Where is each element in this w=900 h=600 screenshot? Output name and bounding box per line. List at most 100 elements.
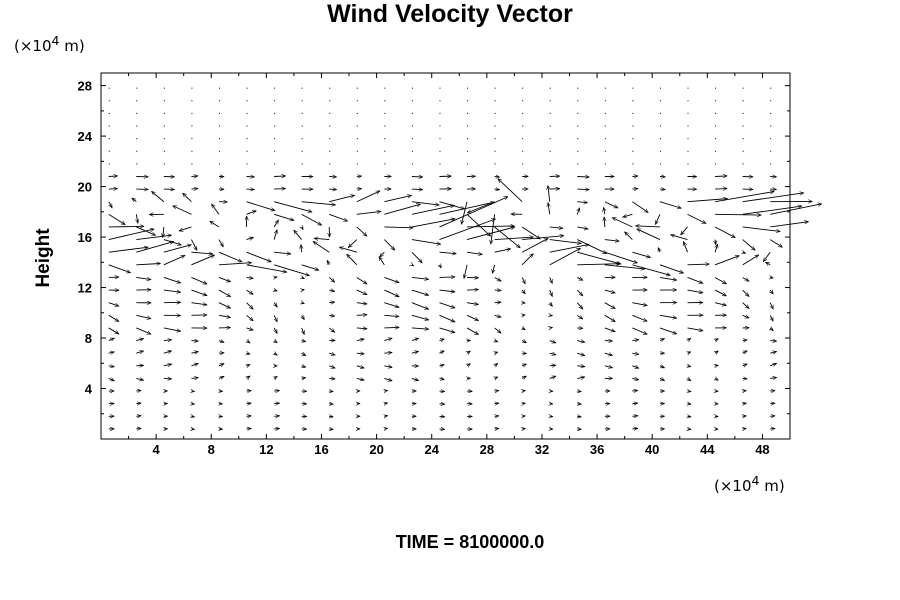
wind-vector [411, 314, 429, 320]
wind-vector [494, 302, 501, 303]
wind-vector [329, 353, 335, 355]
wind-vector [191, 189, 197, 190]
wind-vector [108, 176, 118, 177]
wind-vector [329, 429, 333, 430]
y-tick-label-5: 24 [78, 129, 93, 144]
wind-vector [467, 364, 470, 366]
wind-vector [136, 314, 151, 318]
wind-vector [136, 378, 143, 380]
wind-vector [637, 228, 661, 241]
wind-vector [163, 239, 181, 245]
wind-vector [742, 206, 802, 215]
wind-vector [577, 251, 621, 264]
x-tick-label-10: 44 [700, 442, 715, 457]
wind-vector [246, 314, 254, 320]
wind-vector [715, 365, 718, 366]
wind-vector [302, 366, 306, 367]
wind-vector [173, 205, 192, 215]
x-tick-label-7: 32 [535, 442, 549, 457]
x-tick-label-9: 40 [645, 442, 659, 457]
wind-vector [659, 264, 684, 273]
wind-vector [522, 290, 525, 294]
wind-vector [328, 327, 334, 332]
wind-vector [108, 213, 125, 225]
wind-vector [439, 378, 444, 379]
wind-vector [466, 303, 478, 305]
wind-vector [492, 264, 494, 273]
wind-vector [301, 245, 302, 253]
wind-vector [494, 277, 501, 282]
wind-vector [191, 252, 212, 254]
wind-vector [494, 176, 500, 177]
wind-vector [326, 260, 329, 266]
wind-vector [136, 214, 138, 223]
wind-vector [688, 366, 691, 367]
wind-vector [763, 251, 771, 261]
wind-vector [715, 244, 717, 253]
wind-vector [659, 338, 665, 341]
wind-vector [494, 327, 501, 333]
wind-vector [274, 302, 277, 307]
wind-vector [246, 277, 254, 278]
wind-vector [329, 195, 354, 203]
wind-vector [329, 391, 333, 392]
wind-vector [577, 176, 589, 177]
x-tick-label-2: 12 [259, 442, 273, 457]
wind-vector [495, 352, 498, 353]
wind-vector [108, 366, 115, 367]
wind-vector [671, 235, 688, 241]
wind-vector [687, 327, 703, 331]
wind-vector [273, 230, 277, 240]
wind-vector [466, 327, 478, 335]
wind-vector [108, 378, 115, 382]
wind-vector [604, 208, 605, 215]
wind-vector [411, 251, 422, 263]
wind-vector [294, 230, 303, 240]
wind-vector [356, 303, 367, 304]
wind-vector [191, 352, 198, 354]
wind-vector [136, 390, 141, 391]
wind-vector [411, 189, 423, 190]
wind-vector [549, 239, 581, 244]
wind-vector [770, 204, 822, 215]
wind-vector [302, 378, 306, 379]
wind-vector [659, 327, 677, 334]
wind-vector [274, 189, 285, 190]
wind-vector [301, 264, 319, 270]
wind-vector [604, 302, 615, 310]
wind-vector [411, 201, 439, 205]
wind-vector [577, 391, 581, 392]
x-tick-label-4: 20 [369, 442, 383, 457]
wind-vector [766, 261, 771, 265]
wind-vector [356, 328, 367, 329]
wind-vector [494, 249, 511, 253]
wind-vector [108, 229, 154, 241]
wind-vector [191, 289, 207, 295]
wind-vector [329, 315, 334, 316]
wind-vector [715, 378, 718, 381]
wind-vector [549, 227, 563, 228]
wind-vector [247, 341, 250, 343]
y-axis-unit: (×104 m) [14, 33, 85, 55]
wind-vector [549, 376, 556, 378]
wind-vector [136, 351, 143, 353]
wind-vector [494, 315, 501, 317]
wind-vector [108, 314, 119, 322]
wind-vector [715, 239, 716, 245]
wind-vector [439, 302, 454, 308]
wind-vector [549, 247, 581, 266]
wind-vector [356, 378, 364, 380]
wind-vector [742, 302, 749, 309]
wind-vector [302, 289, 305, 290]
wind-vector [498, 179, 523, 203]
wind-vector [688, 338, 691, 340]
wind-vector [356, 353, 364, 354]
y-tick-label-0: 4 [85, 382, 93, 397]
wind-vector [356, 315, 367, 316]
wind-vector [274, 252, 291, 254]
wind-vector [659, 277, 677, 280]
wind-vector [218, 315, 231, 317]
wind-vector [466, 251, 482, 254]
wind-vector [715, 176, 727, 177]
wind-vector [604, 201, 618, 209]
